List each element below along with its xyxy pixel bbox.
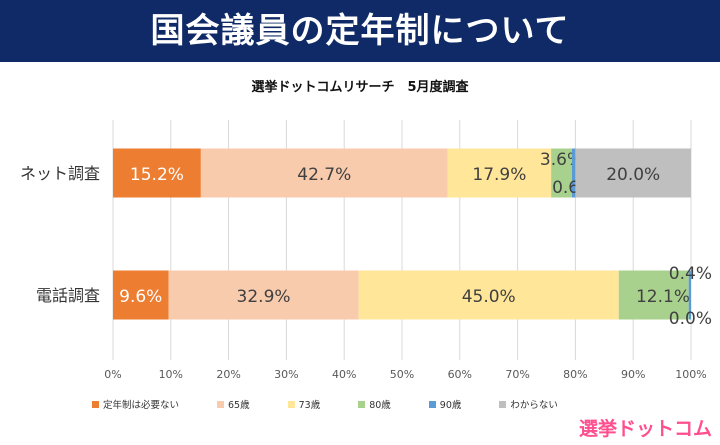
data-label: 32.9%: [237, 287, 291, 307]
legend-item: 定年制は必要ない: [92, 397, 179, 411]
title-banner: 国会議員の定年制について: [0, 0, 720, 62]
legend-swatch: [358, 400, 366, 408]
bar-segment: [571, 148, 576, 198]
legend-swatch: [428, 400, 436, 408]
legend-label: 80歳: [369, 400, 391, 411]
chart-subtitle: 選挙ドットコムリサーチ 5月度調査: [251, 80, 469, 95]
legend-label: 65歳: [228, 400, 250, 411]
bar-segment: [575, 148, 691, 198]
bar-segment: [447, 148, 552, 198]
legend-item: 73歳: [287, 397, 321, 411]
category-label: ネット調査: [20, 164, 100, 183]
legend-label: 73歳: [298, 400, 321, 411]
data-label: 12.1%: [636, 287, 690, 307]
x-tick-label: 30%: [274, 368, 298, 381]
legend-swatch: [217, 400, 225, 408]
x-tick-label: 0%: [104, 368, 121, 381]
data-label: 20.0%: [606, 165, 660, 185]
bar-segment: [358, 270, 619, 320]
x-tick-label: 90%: [621, 368, 645, 381]
legend-item: わからない: [499, 397, 558, 411]
x-tick-label: 70%: [505, 368, 529, 381]
data-label: 45.0%: [462, 287, 516, 307]
bar-segment: [113, 148, 201, 198]
bar-segment: [113, 270, 169, 320]
data-label: 15.2%: [130, 165, 184, 185]
x-tick-label: 80%: [563, 368, 587, 381]
data-label: 42.7%: [297, 165, 351, 185]
page-title: 国会議員の定年制について: [150, 11, 570, 51]
x-tick-label: 10%: [159, 368, 183, 381]
x-tick-label: 50%: [390, 368, 414, 381]
category-label: 電話調査: [36, 286, 100, 305]
legend-item: 80歳: [358, 397, 391, 411]
bar-segment: [168, 270, 359, 320]
legend-swatch: [92, 400, 99, 408]
data-label: 17.9%: [472, 165, 526, 185]
data-label: 0.0%: [669, 309, 712, 329]
legend-item: 65歳: [217, 397, 250, 411]
bar-segment: [618, 270, 689, 320]
bar-segment: [551, 148, 572, 198]
chart-legend: 定年制は必要ない 65歳 73歳 80歳 90歳 わからない: [92, 396, 652, 412]
legend-swatch: [287, 400, 295, 408]
x-tick-label: 100%: [675, 368, 706, 381]
bar-segment: [688, 270, 691, 320]
x-tick-label: 20%: [216, 368, 240, 381]
legend-item: 90歳: [428, 397, 462, 411]
x-tick-label: 40%: [332, 368, 356, 381]
legend-swatch: [499, 400, 507, 408]
data-label: 0.4%: [669, 264, 712, 284]
legend-label: 定年制は必要ない: [103, 400, 180, 411]
x-tick-label: 60%: [448, 368, 472, 381]
bar-segment: [200, 148, 448, 198]
legend-label: わからない: [510, 400, 558, 411]
brand-logo: 選挙ドットコム: [578, 418, 712, 440]
legend-label: 90歳: [439, 400, 462, 411]
data-label: 9.6%: [119, 287, 162, 307]
